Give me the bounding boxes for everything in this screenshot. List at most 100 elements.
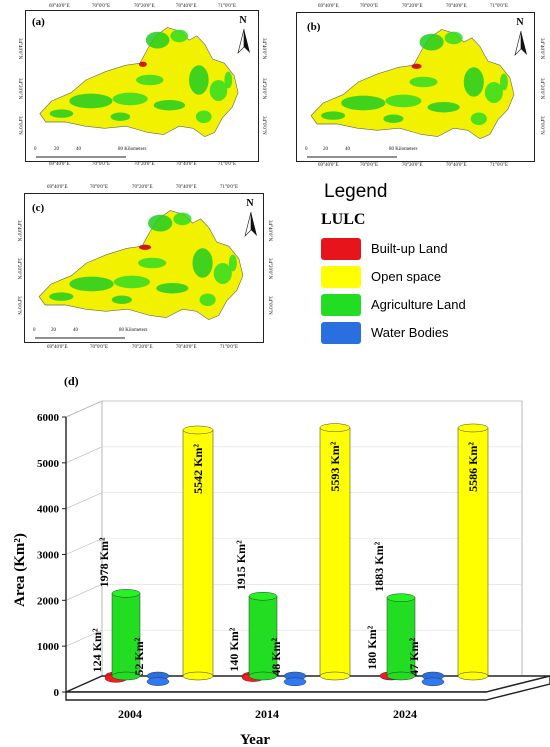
longitude-tick: 70°40'0"E (176, 4, 197, 9)
bar (248, 591, 278, 681)
legend-subtitle: LULC (321, 211, 366, 228)
longitude-tick: 70°20'0"E (402, 4, 423, 9)
data-label: 52 Km² (132, 637, 146, 675)
bar (182, 425, 214, 681)
longitude-tick: 71°0'0"E (218, 4, 236, 9)
longitude-tick: 70°20'0"E (134, 4, 155, 9)
bar (111, 589, 141, 681)
y-tick-label: 5000 (37, 458, 60, 470)
scale-tick: 40 (76, 147, 81, 152)
latitude-tick: 34°40'0"N (16, 220, 21, 242)
longitude-tick: 70°40'0"E (446, 4, 467, 9)
y-tick-label: 0 (54, 687, 60, 699)
scale-tick: 0 (33, 328, 36, 333)
legend-swatch (321, 322, 361, 344)
bar (457, 423, 489, 681)
longitude-tick: 70°0'0"E (92, 162, 110, 167)
longitude-tick: 70°40'0"E (176, 185, 197, 190)
longitude-tick: 70°0'0"E (360, 4, 378, 9)
longitude-tick: 69°40'0"E (49, 162, 70, 167)
scale-tick: 20 (54, 147, 59, 152)
latitude-tick: 34°40'0"N (261, 38, 266, 60)
longitude-tick: 71°0'0"E (220, 185, 238, 190)
y-axis-label: Area (Km²) (12, 533, 28, 607)
latitude-tick: 34°20'0"N (539, 78, 544, 100)
panel-letter: (b) (307, 21, 321, 33)
latitude-tick: 34°40'0"N (17, 38, 22, 60)
legend-label: Water Bodies (371, 325, 449, 340)
longitude-tick: 70°0'0"E (360, 163, 378, 168)
region-shape (39, 27, 239, 138)
longitude-tick: 69°40'0"E (318, 4, 339, 9)
data-label: 124 Km² (90, 628, 104, 672)
panel-letter: (c) (32, 202, 45, 214)
region-shape (310, 29, 515, 140)
legend-swatch (321, 266, 361, 288)
north-arrow-icon (514, 31, 527, 56)
data-label: 180 Km² (365, 625, 379, 669)
y-tick-label: 1000 (37, 641, 60, 653)
north-arrow-icon (237, 29, 250, 54)
longitude-tick: 70°0'0"E (90, 185, 108, 190)
longitude-tick: 69°40'0"E (49, 4, 70, 9)
map-panel-c: (c) N 0 20 40 80 Kilometers (24, 193, 264, 343)
longitude-tick: 71°0'0"E (490, 163, 508, 168)
data-label: 1915 Km² (234, 540, 248, 590)
legend-swatch (321, 238, 361, 260)
bar (283, 671, 307, 687)
bar (421, 671, 445, 687)
legend-label: Agriculture Land (371, 297, 466, 312)
latitude-tick: 34°40'0"N (539, 38, 544, 60)
scale-tick: 0 (34, 147, 37, 152)
legend-label: Open space (371, 269, 442, 284)
longitude-tick: 70°20'0"E (402, 163, 423, 168)
longitude-tick: 70°20'0"E (132, 345, 153, 350)
latitude-tick: 34°0'0"N (17, 116, 22, 135)
scale-tick: 80 Kilometers (118, 147, 147, 152)
longitude-tick: 70°40'0"E (176, 345, 197, 350)
longitude-tick: 69°40'0"E (318, 163, 339, 168)
chart-panel-label: (d) (64, 374, 79, 388)
latitude-tick: 34°20'0"N (267, 258, 272, 280)
longitude-tick: 70°40'0"E (446, 163, 467, 168)
longitude-tick: 70°40'0"E (176, 162, 197, 167)
longitude-tick: 71°0'0"E (490, 4, 508, 9)
longitude-tick: 69°40'0"E (47, 185, 68, 190)
north-arrow-icon: N (246, 198, 254, 209)
bar (386, 593, 416, 681)
latitude-tick: 34°0'0"N (267, 296, 272, 315)
longitude-tick: 70°20'0"E (132, 185, 153, 190)
latitude-tick: 34°20'0"N (261, 78, 266, 100)
bar (146, 671, 170, 686)
study-area-map (307, 29, 515, 158)
map-panel-b: (b) N 0 20 40 80 Kilometers (296, 12, 535, 162)
latitude-tick: 34°0'0"N (16, 296, 21, 315)
scale-tick: 80 Kilometers (389, 147, 418, 152)
latitude-tick: 34°20'0"N (16, 258, 21, 280)
scale-tick: 40 (73, 328, 78, 333)
latitude-tick: 34°0'0"N (539, 116, 544, 135)
scale-tick: 80 Kilometers (119, 328, 148, 333)
y-tick-label: 3000 (37, 550, 60, 562)
scale-tick: 20 (51, 328, 56, 333)
legend-label: Built-up Land (371, 241, 448, 256)
data-label: 1883 Km² (372, 541, 386, 591)
area-bar-chart: 0 1000 2000 3000 4000 5000 6000 2004 2014 2024 12… (12, 374, 550, 747)
latitude-tick: 34°40'0"N (267, 220, 272, 242)
scale-tick: 0 (305, 147, 308, 152)
longitude-tick: 70°0'0"E (90, 345, 108, 350)
longitude-tick: 69°40'0"E (47, 345, 68, 350)
study-area-map (35, 210, 244, 339)
longitude-tick: 70°0'0"E (92, 4, 110, 9)
study-area-map (36, 27, 239, 158)
longitude-tick: 71°0'0"E (218, 162, 236, 167)
chart-frame: 0 1000 2000 3000 4000 5000 6000 2004 2014 2024 (37, 400, 550, 721)
x-tick-label: 2014 (255, 707, 279, 721)
data-label: 140 Km² (227, 627, 241, 671)
y-tick-label: 6000 (37, 412, 60, 424)
data-label: 47 Km² (407, 638, 421, 676)
longitude-tick: 71°0'0"E (220, 345, 238, 350)
data-label: 5586 Km² (466, 442, 480, 492)
bar (319, 423, 351, 681)
scale-tick: 20 (323, 147, 328, 152)
